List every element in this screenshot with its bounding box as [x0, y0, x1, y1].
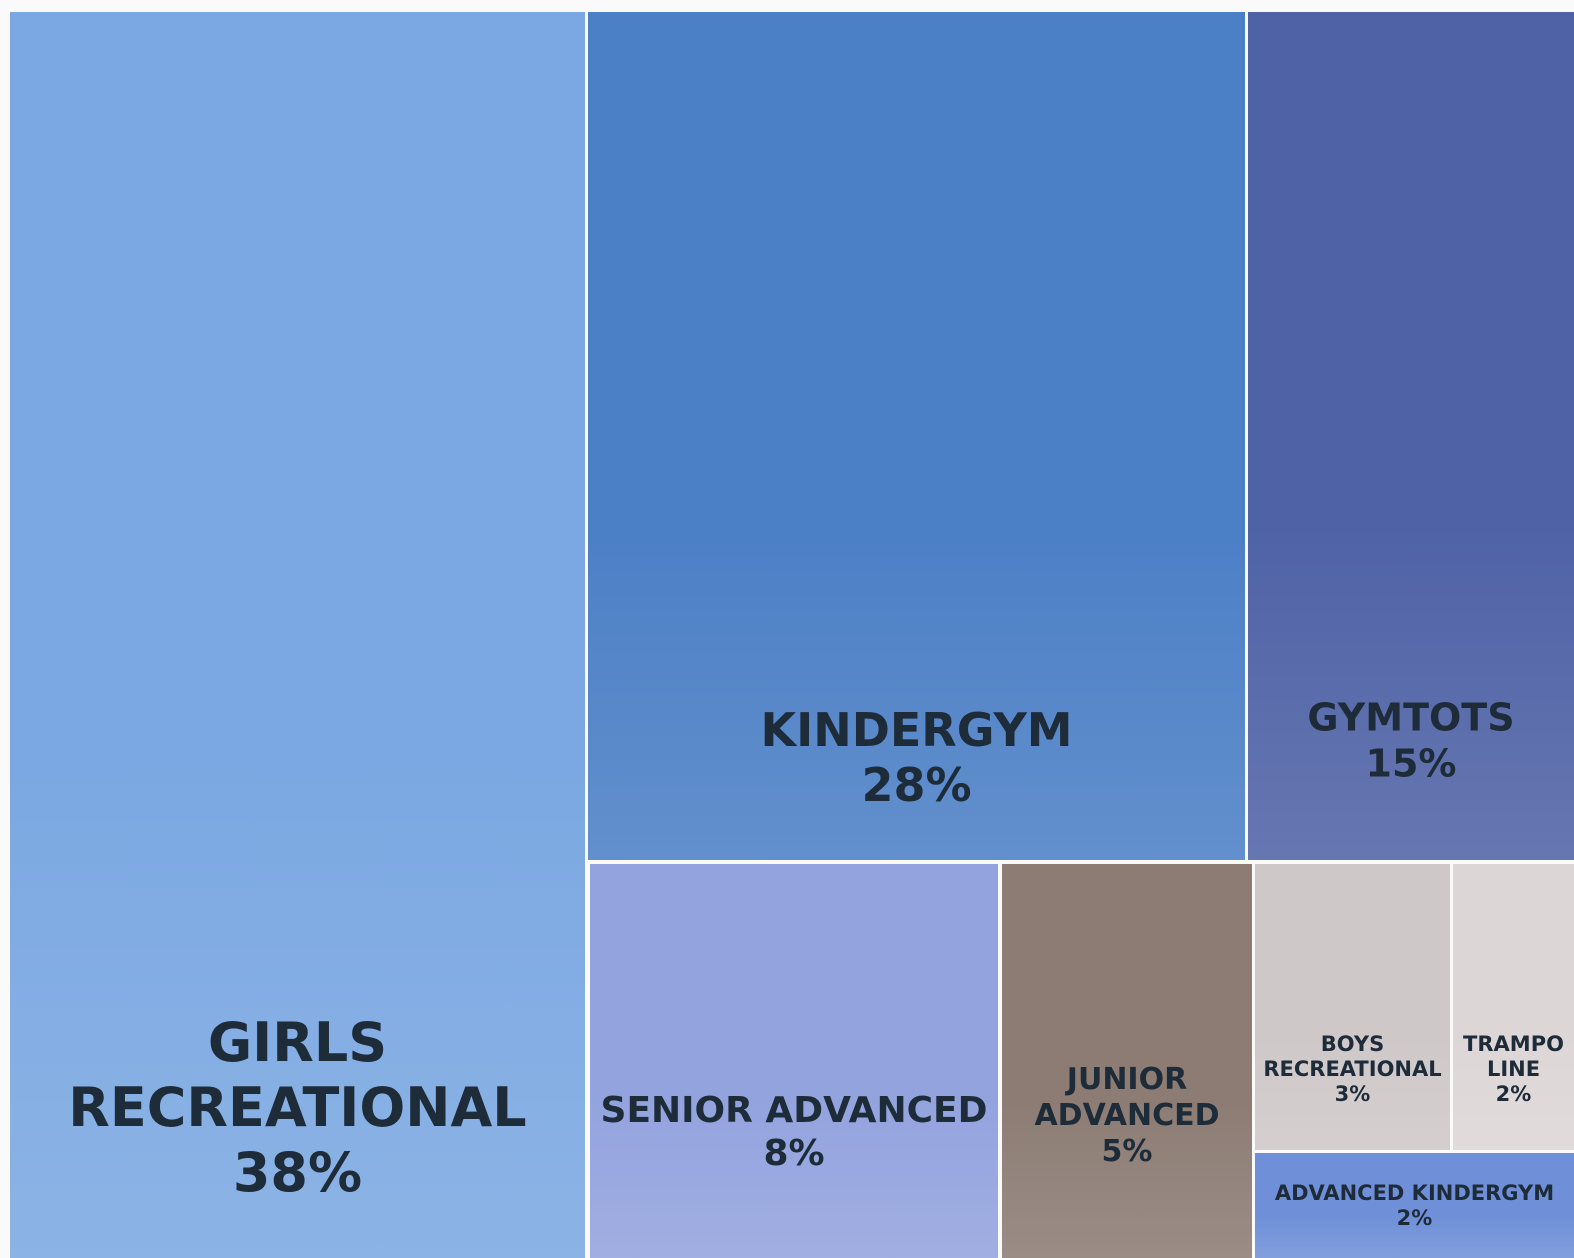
treemap-cell: ADVANCED KINDERGYM 2% [1255, 1153, 1574, 1258]
cell-label: SENIOR ADVANCED 8% [590, 1089, 998, 1175]
value-label: 3% [1334, 1082, 1371, 1107]
value-label: 2% [1495, 1082, 1532, 1107]
value-label: 2% [1396, 1205, 1433, 1230]
treemap-cell: JUNIOR ADVANCED 5% [1002, 864, 1252, 1258]
cell-label: JUNIOR ADVANCED 5% [1002, 1062, 1252, 1170]
value-label: 8% [763, 1132, 825, 1174]
cell-label: GYMTOTS 15% [1248, 696, 1574, 787]
cell-label: KINDERGYM 28% [588, 703, 1245, 813]
category-name: SENIOR ADVANCED [600, 1089, 988, 1131]
cell-label: TRAMPO LINE 2% [1453, 1032, 1574, 1108]
value-label: 15% [1365, 741, 1457, 786]
value-label: 38% [232, 1140, 363, 1204]
value-label: 5% [1101, 1134, 1153, 1170]
category-name: GYMTOTS [1307, 695, 1515, 740]
cell-label: BOYS RECREATIONAL 3% [1255, 1032, 1450, 1108]
category-name: GIRLS RECREATIONAL [68, 1011, 527, 1140]
value-label: 28% [861, 758, 972, 813]
treemap-cell: SENIOR ADVANCED 8% [590, 864, 998, 1258]
category-name: JUNIOR ADVANCED [1034, 1062, 1220, 1134]
cell-label: ADVANCED KINDERGYM 2% [1255, 1180, 1574, 1230]
cell-label: GIRLS RECREATIONAL 38% [10, 1011, 585, 1205]
treemap-cell: GIRLS RECREATIONAL 38% [10, 12, 585, 1258]
treemap-cell: KINDERGYM 28% [588, 12, 1245, 860]
treemap-cell: BOYS RECREATIONAL 3% [1255, 864, 1450, 1150]
category-name: ADVANCED KINDERGYM [1274, 1180, 1555, 1205]
category-name: TRAMPO LINE [1463, 1032, 1564, 1082]
category-name: BOYS RECREATIONAL [1263, 1032, 1442, 1082]
treemap-cell: GYMTOTS 15% [1248, 12, 1574, 860]
treemap-cell: TRAMPO LINE 2% [1453, 864, 1574, 1150]
category-name: KINDERGYM [760, 703, 1073, 758]
